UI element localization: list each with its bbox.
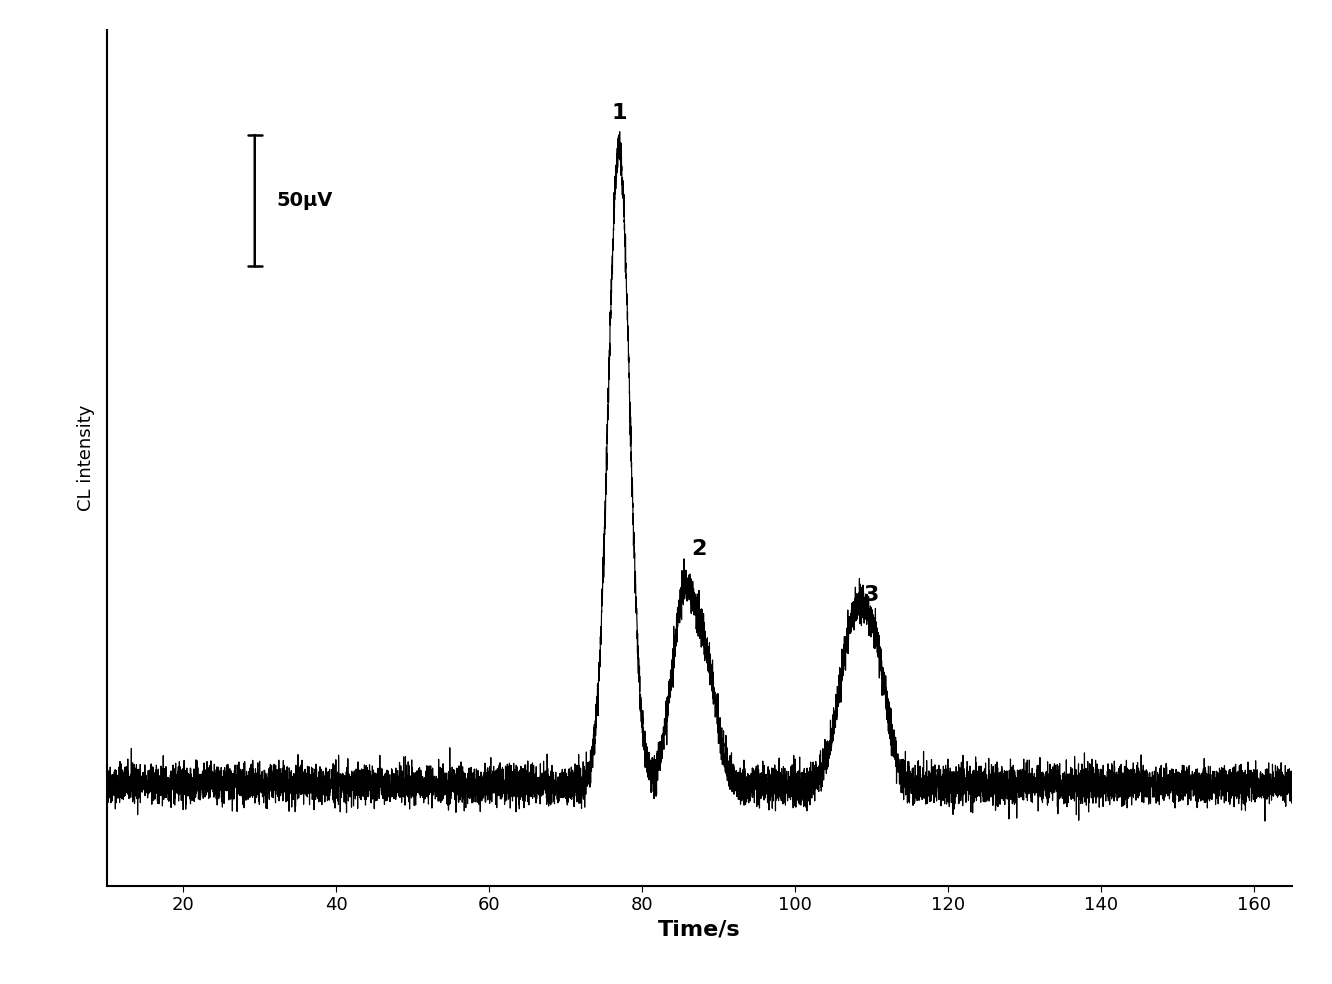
Text: 1: 1	[611, 103, 627, 123]
Y-axis label: CL intensity: CL intensity	[77, 404, 96, 511]
X-axis label: Time/s: Time/s	[658, 920, 741, 940]
Text: 3: 3	[863, 585, 879, 605]
Text: 2: 2	[691, 538, 707, 559]
Text: 50μV: 50μV	[276, 191, 333, 211]
